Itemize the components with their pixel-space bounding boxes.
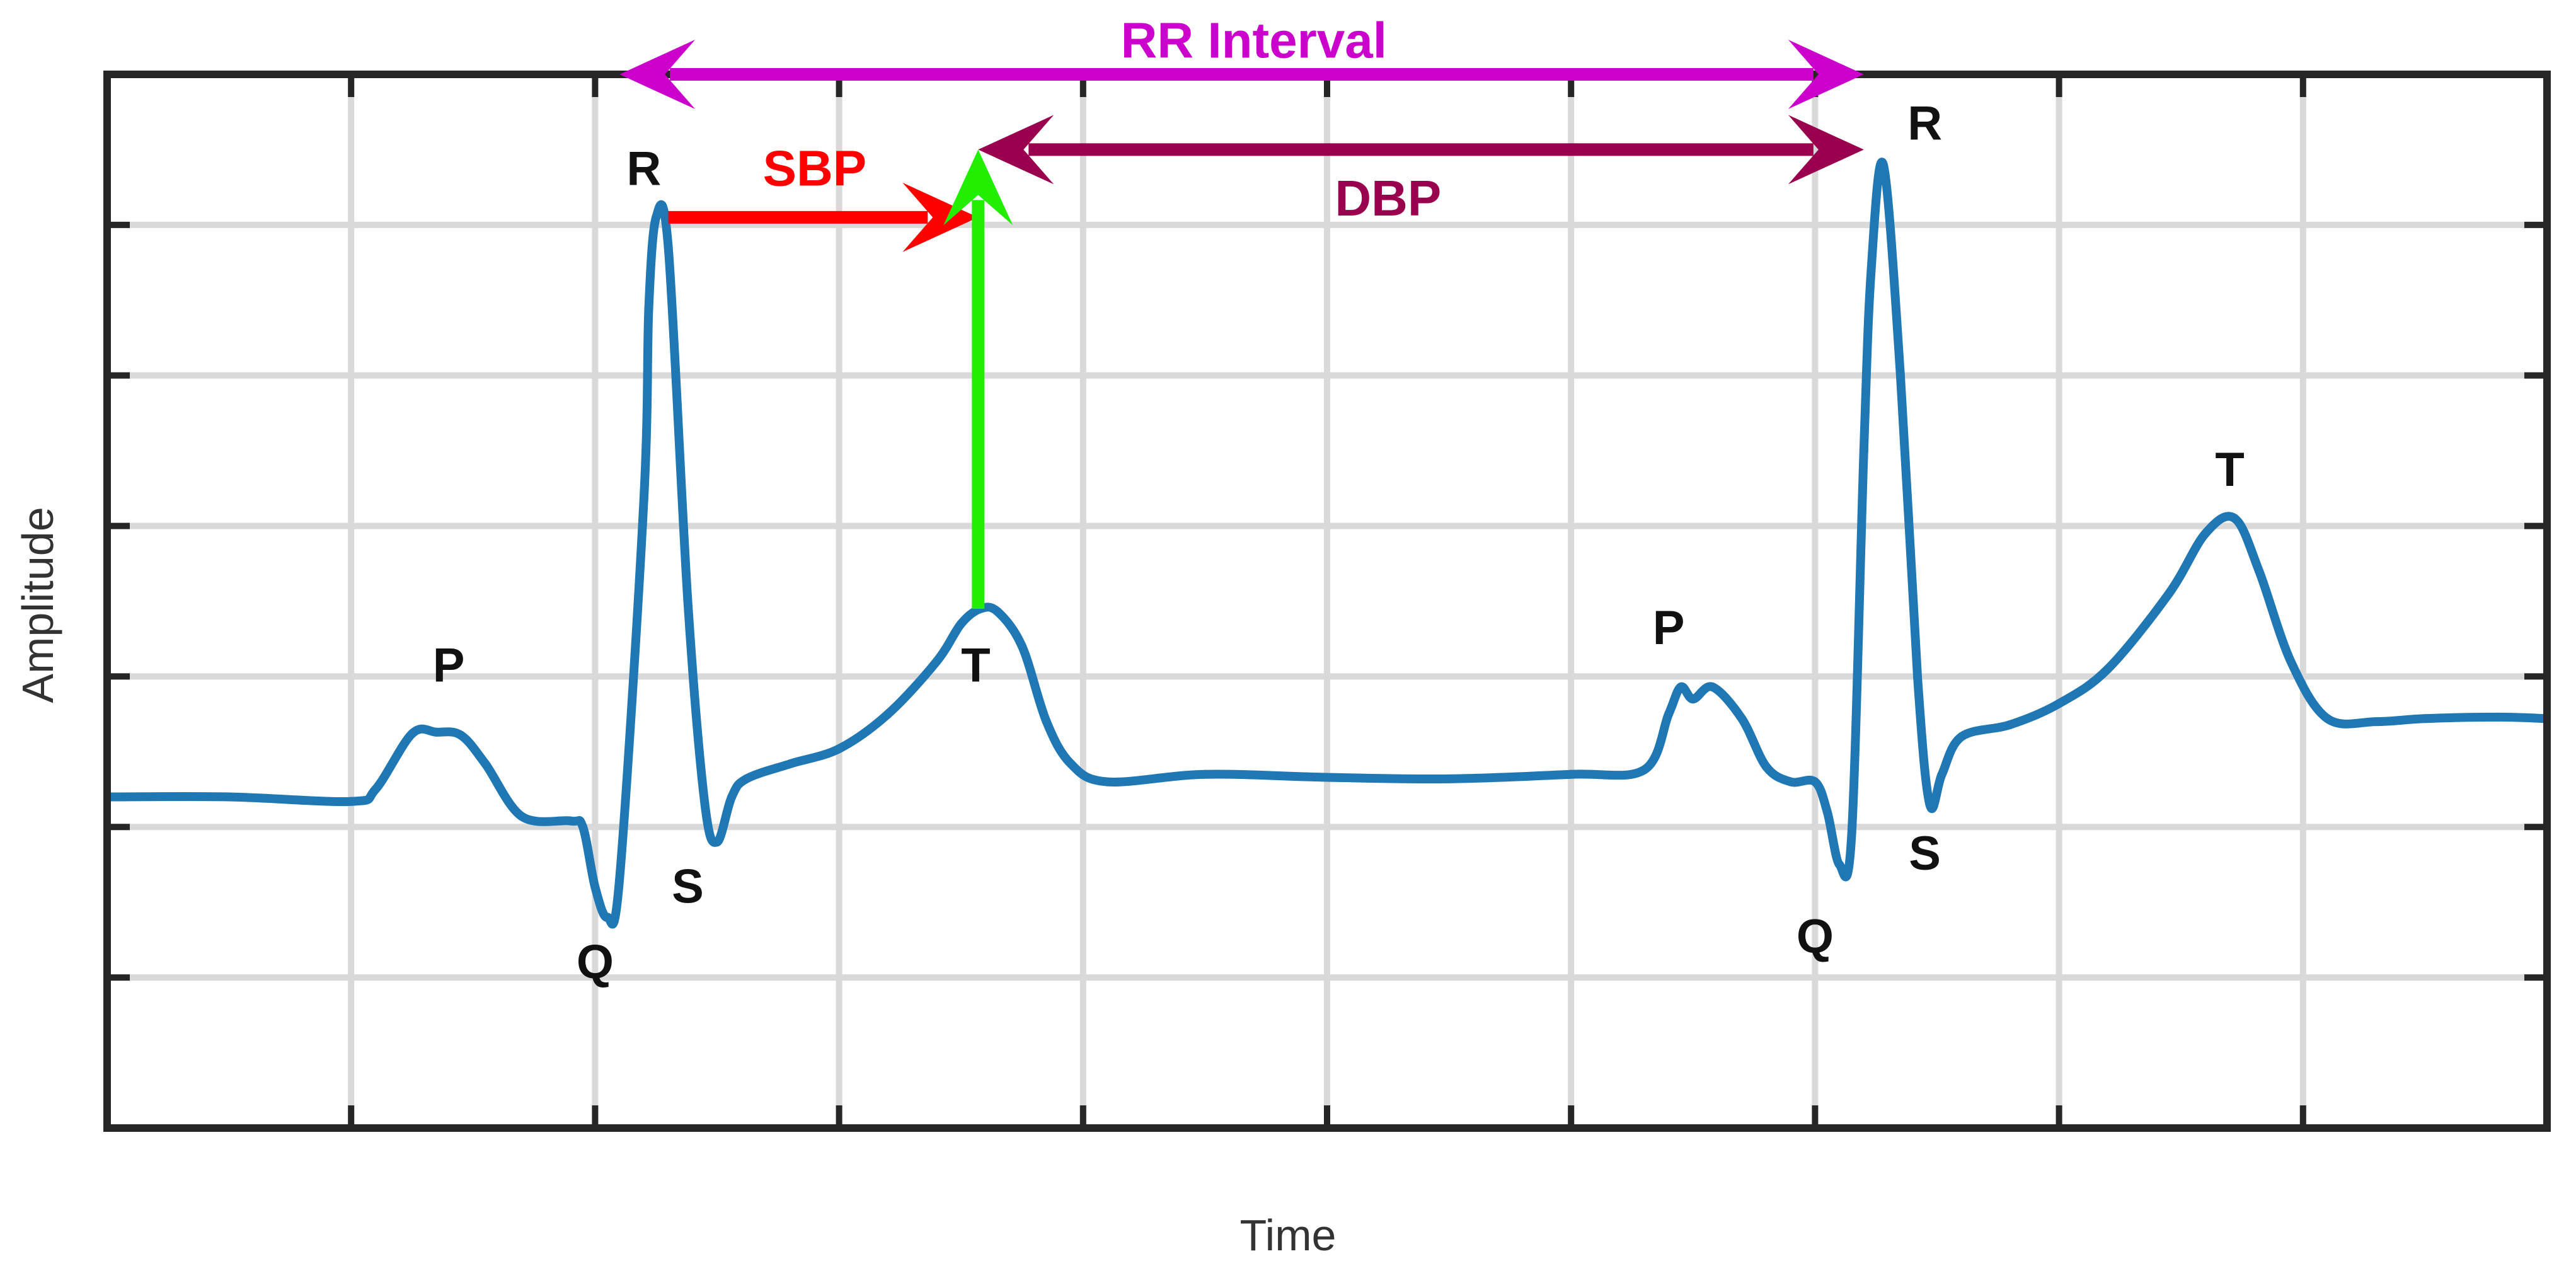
ecg-data-point	[1913, 672, 1923, 681]
ecg-data-point	[1925, 800, 1935, 809]
arrow-head	[1788, 40, 1864, 109]
ecg-data-point	[1859, 446, 1868, 456]
ecg-data-point	[957, 619, 966, 628]
ecg-data-point	[2371, 717, 2381, 727]
ecg-data-point	[1640, 765, 1649, 775]
arrow-head	[619, 40, 696, 109]
point-label-layer: P Q R S T P Q R S T	[433, 97, 2245, 989]
arrow-head	[978, 115, 1054, 185]
ecg-data-point	[1810, 777, 1820, 786]
ecg-data-point	[883, 710, 893, 719]
dbp-arrow-label: DBP	[1335, 170, 1441, 226]
ecg-data-point	[664, 243, 673, 252]
ecg-data-point	[1835, 860, 1844, 869]
ecg-data-point	[615, 875, 624, 884]
ecg-data-point	[2200, 529, 2210, 538]
ecg-data-point	[2493, 712, 2503, 722]
ecg-data-point	[727, 792, 737, 802]
ecg-data-point	[1323, 773, 1331, 782]
arrow-head	[943, 149, 1013, 226]
ecg-data-point	[1822, 807, 1832, 817]
ecg-data-point	[1937, 769, 1946, 779]
arrow-head	[902, 182, 979, 252]
ecg-data-point	[1847, 830, 1856, 839]
ecg-data-point	[834, 744, 844, 754]
ecg-data-point	[408, 729, 417, 739]
ecg-data-point	[993, 607, 1003, 616]
ecg-data-point	[932, 657, 941, 666]
ecg-data-point	[713, 838, 722, 847]
arrow-head	[1788, 115, 1864, 185]
wave-label-s: S	[672, 860, 704, 914]
x-axis-label: Time	[1239, 1211, 1337, 1260]
ecg-data-point	[481, 759, 490, 768]
ecg-data-point	[2103, 664, 2113, 674]
wave-label-r: R	[1907, 97, 1942, 151]
ecg-data-point	[2255, 567, 2264, 576]
ecg-data-point	[1957, 732, 1966, 741]
wave-label-p: P	[433, 639, 465, 693]
ecg-data-point	[371, 785, 380, 794]
ecg-data-point	[1103, 777, 1112, 786]
ecg-data-point	[1200, 769, 1210, 779]
ecg-data-point	[432, 727, 441, 737]
wave-label-q: Q	[1797, 910, 1834, 964]
ecg-data-point	[2006, 720, 2015, 729]
ecg-data-point	[1664, 710, 1674, 719]
ecg-data-point	[644, 303, 653, 313]
ecg-data-point	[2286, 657, 2296, 666]
ecg-data-point	[652, 212, 661, 222]
wave-label-t: T	[2215, 443, 2244, 497]
ecg-data-point	[517, 812, 527, 821]
ecg-data-point	[1866, 265, 1876, 275]
ecg-data-point	[1737, 714, 1747, 723]
ecg-data-point	[2323, 714, 2332, 723]
ecg-data-point	[2230, 514, 2240, 523]
ecg-data-point	[2420, 714, 2430, 723]
ecg-data-point	[1688, 694, 1698, 704]
ecg-data-point	[683, 597, 693, 606]
wave-label-s: S	[1909, 827, 1941, 880]
y-axis-label: Amplitude	[13, 507, 62, 703]
annotation-layer: RR Interval SBP DBP	[619, 12, 1864, 609]
ecg-data-point	[1567, 769, 1576, 779]
ecg-data-point	[1786, 777, 1795, 786]
ecg-data-point	[602, 913, 612, 922]
ecg-data-point	[2054, 699, 2064, 708]
ecg-data-point	[786, 759, 795, 768]
ecg-data-point	[700, 800, 710, 809]
ecg-data-point	[578, 822, 588, 832]
ecg-data-point	[590, 882, 600, 892]
rr-interval-arrow-label: RR Interval	[1121, 12, 1387, 68]
ecg-data-point	[1066, 759, 1076, 768]
ecg-data-point	[224, 792, 234, 802]
ecg-data-point	[456, 730, 466, 740]
ecg-data-point	[1444, 774, 1454, 783]
grid	[107, 74, 2547, 1128]
wave-label-t: T	[961, 639, 990, 693]
wave-label-r: R	[626, 142, 661, 195]
wave-label-p: P	[1653, 601, 1685, 655]
ecg-data-point	[2164, 589, 2173, 599]
wave-label-q: Q	[577, 935, 614, 989]
ecg-data-point	[1676, 683, 1686, 692]
ecg-data-point	[1761, 762, 1771, 771]
ecg-data-point	[347, 797, 356, 806]
ecg-data-point	[1878, 160, 1888, 170]
sbp-arrow-label: SBP	[763, 140, 867, 196]
ecg-data-point	[1042, 717, 1051, 727]
ecg-data-point	[742, 774, 751, 783]
series-layer	[107, 158, 2547, 929]
ecg-data-point	[639, 494, 648, 504]
ecg-data-point	[566, 816, 575, 826]
ecg-data-point	[1018, 642, 1026, 651]
ecg-data-point	[1708, 683, 1717, 692]
ecg-data-point	[1895, 371, 1905, 380]
